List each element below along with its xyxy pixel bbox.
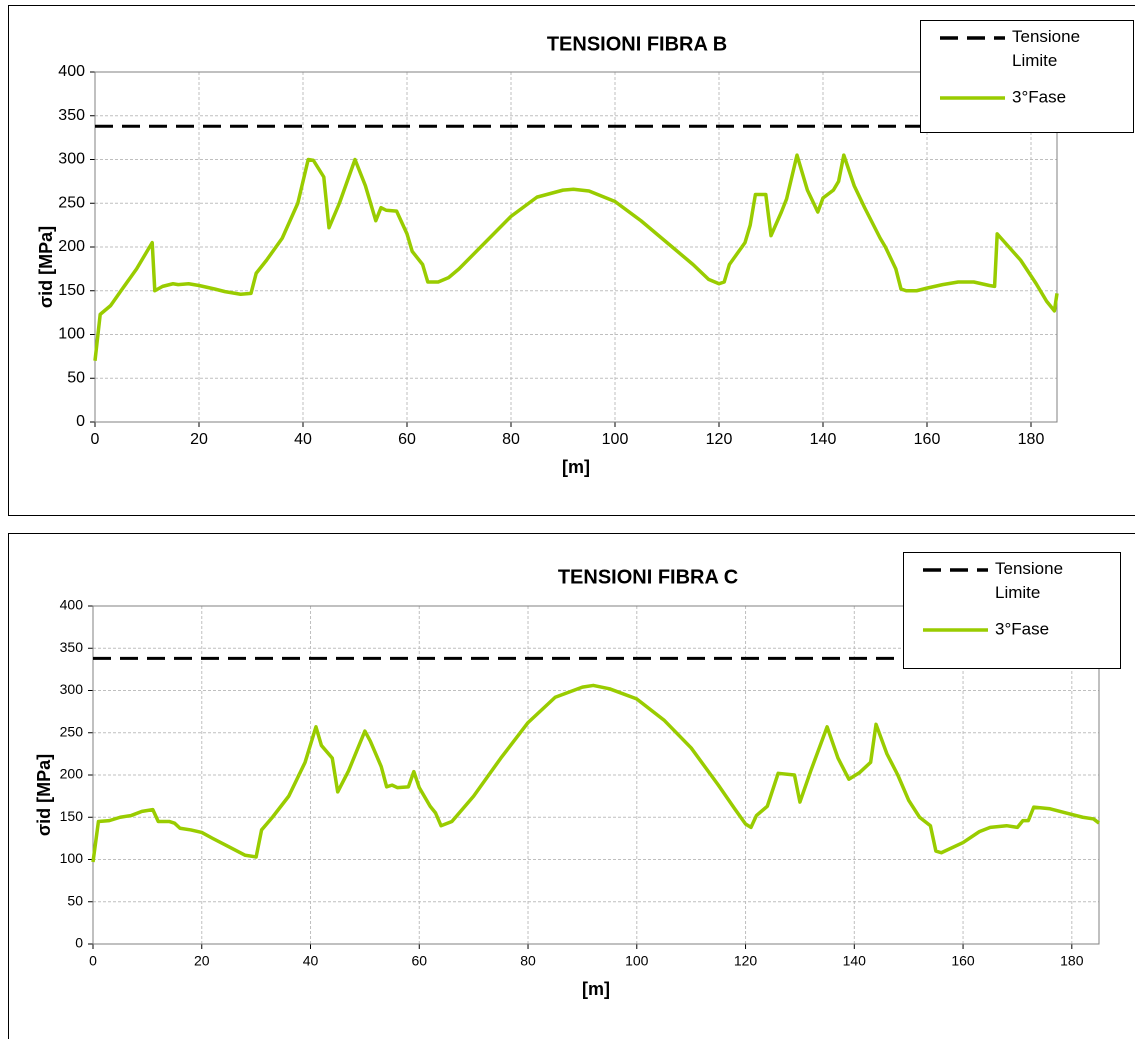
- y-tick-label: 0: [76, 413, 85, 430]
- x-tick-label: 80: [520, 953, 536, 969]
- plot-frame: [94, 71, 1058, 423]
- x-tick-label: 100: [602, 431, 629, 448]
- x-tick-label: 40: [294, 431, 312, 448]
- y-tick-label: 0: [75, 935, 83, 951]
- x-tick-label: 0: [89, 953, 97, 969]
- x-tick-label: 0: [91, 431, 100, 448]
- y-tick-label: 250: [60, 723, 84, 739]
- x-tick-label: 120: [706, 431, 733, 448]
- legend-label: 3°Fase: [995, 619, 1049, 638]
- x-tick-label: 120: [734, 953, 758, 969]
- x-tick-label: 180: [1018, 431, 1045, 448]
- x-axis-label: [m]: [582, 979, 610, 999]
- y-tick-label: 200: [60, 766, 84, 782]
- y-axis-label: σid [MPa]: [34, 754, 54, 836]
- legend-label-line: Tensione: [1012, 27, 1085, 46]
- y-tick-label: 100: [60, 850, 84, 866]
- legend-box: [903, 552, 1121, 669]
- y-tick-label: 200: [58, 238, 85, 255]
- x-tick-label: 160: [914, 431, 941, 448]
- x-tick-label: 20: [190, 431, 208, 448]
- x-tick-label: 140: [843, 953, 867, 969]
- y-tick-label: 400: [58, 63, 85, 80]
- x-tick-label: 40: [303, 953, 319, 969]
- series-line: [93, 153, 1059, 361]
- chart-title: TENSIONI FIBRA C: [558, 566, 738, 588]
- x-tick-label: 180: [1060, 953, 1084, 969]
- legend-label: 3°Fase: [1012, 87, 1066, 106]
- legend-label-line: Tensione: [995, 559, 1068, 578]
- y-tick-label: 300: [60, 681, 84, 697]
- x-tick-label: 160: [951, 953, 975, 969]
- x-tick-label: 60: [411, 953, 427, 969]
- y-tick-label: 400: [60, 597, 84, 613]
- x-tick-label: 100: [625, 953, 649, 969]
- legend-label: Tensione Limite: [995, 559, 1068, 602]
- y-tick-label: 350: [60, 639, 84, 655]
- y-tick-label: 300: [58, 151, 85, 168]
- y-tick-label: 100: [58, 326, 85, 343]
- chart-title: TENSIONI FIBRA B: [547, 33, 727, 55]
- y-tick-label: 50: [67, 892, 83, 908]
- y-tick-label: 50: [67, 369, 85, 386]
- x-tick-label: 60: [398, 431, 416, 448]
- x-tick-label: 80: [502, 431, 520, 448]
- x-tick-label: 140: [810, 431, 837, 448]
- plot-frame: [92, 605, 1100, 945]
- y-tick-label: 150: [60, 808, 84, 824]
- y-tick-label: 350: [58, 107, 85, 124]
- y-axis-label: σid [MPa]: [36, 226, 56, 308]
- y-tick-label: 150: [58, 282, 85, 299]
- legend-label-line: Limite: [1012, 51, 1057, 70]
- x-axis-label: [m]: [562, 457, 590, 477]
- series-line: [91, 683, 1101, 863]
- legend-label-line: Limite: [995, 583, 1040, 602]
- y-tick-label: 250: [58, 194, 85, 211]
- x-tick-label: 20: [194, 953, 210, 969]
- legend-label: Tensione Limite: [1012, 27, 1085, 70]
